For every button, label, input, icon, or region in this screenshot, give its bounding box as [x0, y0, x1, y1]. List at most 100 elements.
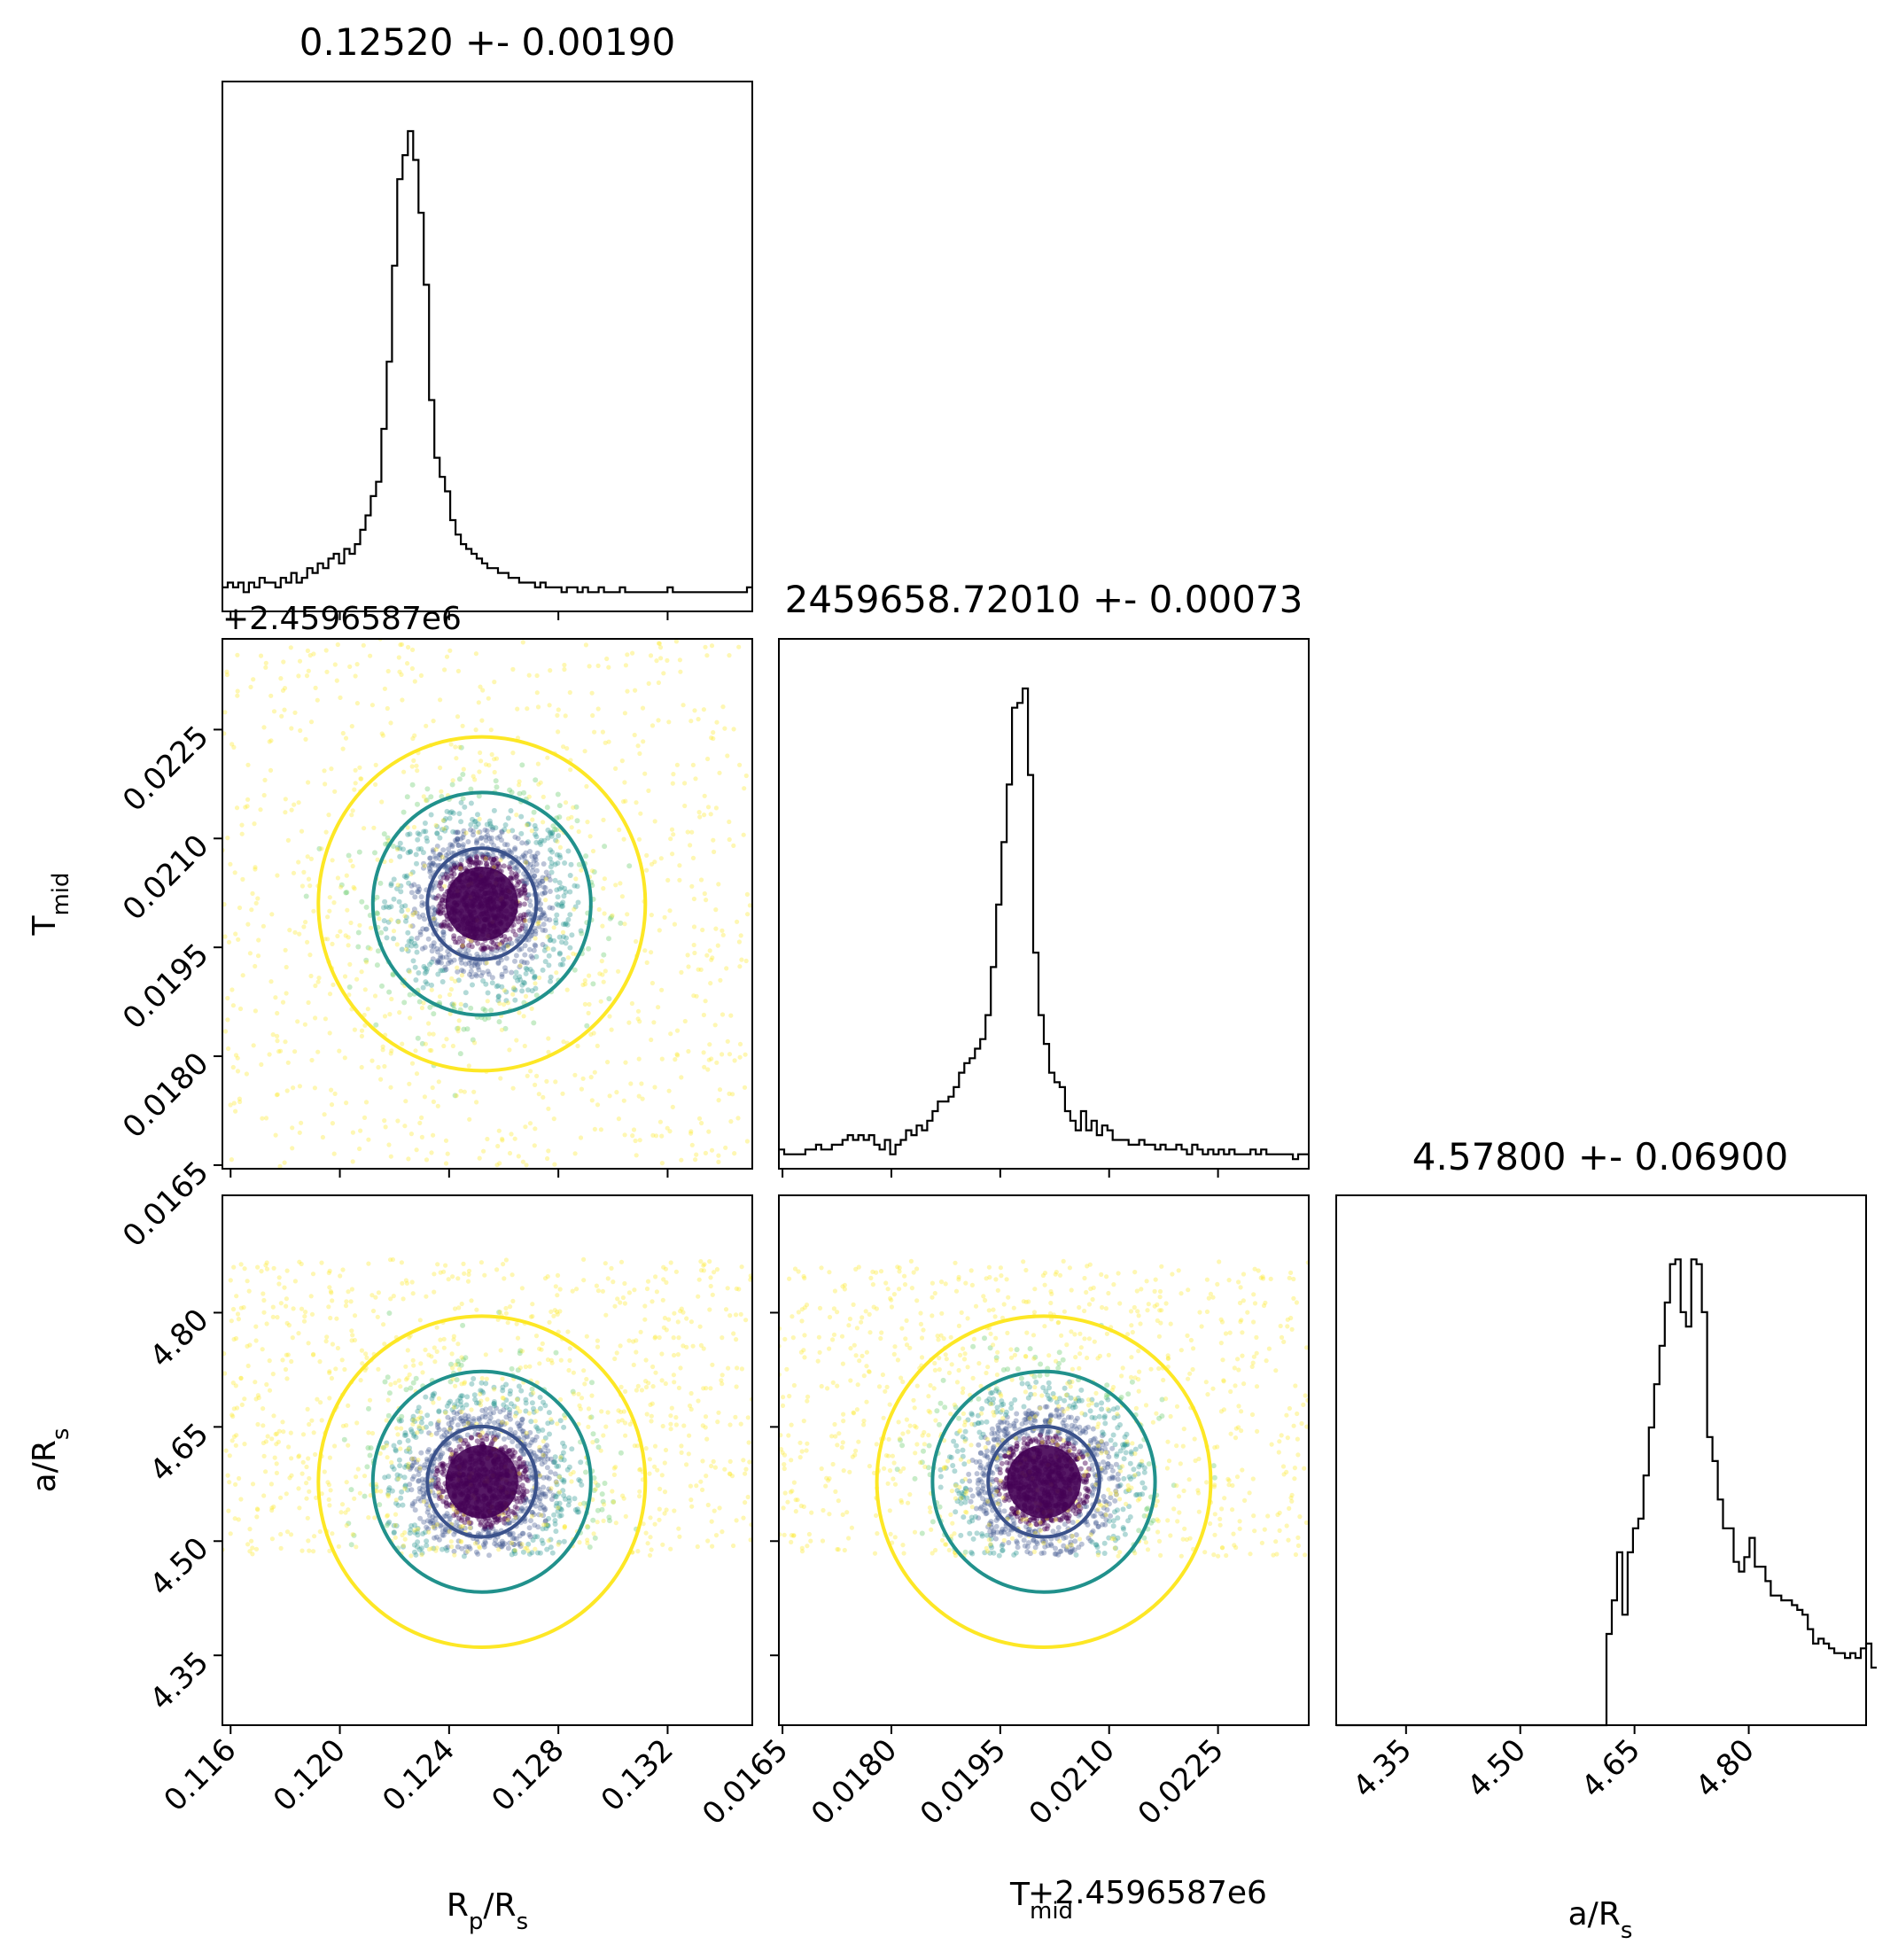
scatter-point	[327, 1503, 332, 1508]
scatter-point	[305, 1406, 310, 1412]
scatter-point	[994, 1487, 1000, 1493]
scatter-point	[634, 800, 639, 805]
scatter-point	[551, 1313, 556, 1318]
scatter-point	[522, 1499, 528, 1505]
scatter-point	[408, 1523, 415, 1528]
scatter-point	[404, 943, 410, 949]
scatter-point	[612, 1356, 618, 1362]
scatter-point	[509, 1552, 515, 1558]
scatter-point	[510, 1085, 516, 1091]
scatter-point	[531, 1390, 536, 1396]
scatter-point	[1052, 1551, 1058, 1557]
scatter-point	[1099, 1400, 1105, 1406]
scatter-point	[979, 1533, 985, 1539]
scatter-point	[587, 973, 592, 978]
scatter-point	[549, 905, 556, 911]
scatter-point	[587, 1415, 593, 1420]
scatter-point	[478, 859, 484, 866]
scatter-point	[541, 910, 547, 916]
scatter-point	[516, 879, 522, 885]
scatter-point	[1089, 1396, 1095, 1403]
scatter-point	[602, 844, 608, 850]
scatter-point	[659, 1133, 665, 1139]
scatter-point	[724, 966, 729, 971]
scatter-point	[495, 860, 502, 867]
scatter-point	[741, 1515, 746, 1521]
scatter-point	[443, 1499, 449, 1505]
scatter-point	[562, 1496, 568, 1502]
scatter-point	[523, 850, 529, 856]
scatter-point	[653, 1370, 658, 1375]
scatter-point	[622, 1280, 627, 1287]
scatter-point	[526, 898, 533, 904]
scatter-point	[435, 908, 441, 914]
scatter-point	[509, 1365, 515, 1372]
scatter-point	[377, 916, 382, 922]
scatter-point	[472, 960, 478, 966]
scatter-point	[540, 1454, 546, 1460]
scatter-point	[426, 1529, 432, 1535]
scatter-point	[489, 939, 495, 945]
scatter-point	[1011, 1509, 1017, 1515]
scatter-point	[423, 1041, 428, 1046]
scatter-point	[482, 1016, 488, 1023]
scatter-point	[437, 852, 443, 858]
scatter-point	[548, 864, 554, 870]
scatter-point	[618, 1384, 624, 1389]
scatter-point	[456, 776, 463, 782]
scatter-point	[495, 861, 501, 867]
scatter-point	[542, 1403, 548, 1409]
scatter-point	[551, 937, 557, 944]
scatter-point	[1049, 1440, 1055, 1446]
scatter-point	[251, 677, 256, 682]
scatter-point	[512, 845, 518, 852]
scatter-point	[552, 1454, 558, 1460]
scatter-point	[538, 915, 544, 922]
scatter-point	[509, 1451, 515, 1458]
scatter-point	[589, 1380, 595, 1386]
scatter-point	[605, 1060, 611, 1065]
scatter-point	[431, 719, 436, 724]
scatter-point	[409, 1503, 416, 1509]
scatter-point	[554, 1500, 560, 1506]
scatter-point	[525, 1545, 530, 1551]
scatter-point	[709, 1463, 714, 1469]
scatter-point	[447, 926, 453, 932]
scatter-point	[650, 1299, 655, 1304]
scatter-point	[629, 1000, 634, 1007]
scatter-point	[431, 1031, 436, 1037]
scatter-point	[548, 1417, 554, 1422]
scatter-point	[408, 848, 414, 854]
scatter-point	[533, 854, 539, 860]
scatter-point	[494, 941, 501, 947]
scatter-point	[1140, 1480, 1146, 1486]
scatter-point	[255, 1507, 261, 1513]
scatter-point	[358, 1378, 363, 1383]
scatter-point	[556, 886, 563, 892]
scatter-point	[747, 903, 752, 908]
scatter-point	[1070, 1443, 1077, 1449]
scatter-point	[265, 1434, 270, 1439]
scatter-point	[410, 1380, 416, 1386]
scatter-point	[534, 690, 540, 696]
scatter-point	[656, 680, 661, 686]
scatter-point	[252, 821, 257, 827]
scatter-point	[595, 1507, 601, 1513]
scatter-point	[712, 849, 717, 854]
scatter-point	[517, 1471, 522, 1476]
scatter-point	[583, 853, 589, 859]
scatter-point	[473, 973, 479, 979]
scatter-point	[440, 922, 447, 928]
scatter-point	[468, 1005, 474, 1011]
scatter-point	[297, 931, 302, 937]
scatter-point	[553, 917, 559, 923]
scatter-point	[618, 1450, 624, 1456]
scatter-point	[554, 1463, 560, 1469]
scatter-point	[270, 1304, 276, 1310]
scatter-point	[528, 1518, 533, 1524]
scatter-point	[435, 1477, 441, 1482]
scatter-point	[405, 907, 410, 913]
scatter-point	[397, 1473, 403, 1479]
scatter-point	[447, 810, 453, 816]
scatter-point	[408, 890, 415, 896]
